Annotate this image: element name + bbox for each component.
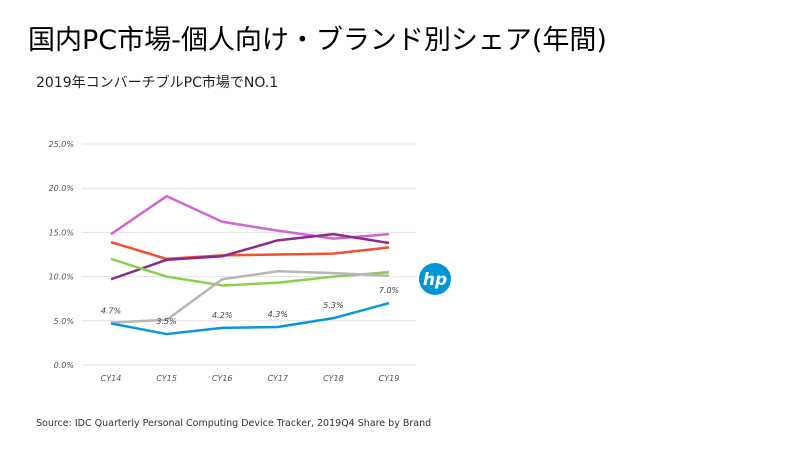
y-tick-label: 15.0% bbox=[49, 228, 74, 237]
data-label: 4.7% bbox=[101, 306, 121, 315]
data-label: 5.3% bbox=[323, 301, 343, 310]
source-note: Source: IDC Quarterly Personal Computing… bbox=[36, 418, 432, 429]
data-label: 7.0% bbox=[379, 286, 399, 295]
series-line-0 bbox=[110, 194, 390, 240]
x-tick-label: CY17 bbox=[267, 374, 289, 383]
y-tick-label: 20.0% bbox=[49, 184, 74, 193]
data-label: 4.2% bbox=[212, 311, 232, 320]
y-tick-label: 0.0% bbox=[54, 361, 74, 370]
y-tick-label: 10.0% bbox=[49, 273, 74, 282]
y-tick-label: 5.0% bbox=[54, 317, 74, 326]
hp-logo: hp bbox=[419, 263, 451, 295]
series-line-5 bbox=[110, 301, 390, 336]
y-tick-label: 25.0% bbox=[49, 140, 74, 149]
x-tick-label: CY19 bbox=[379, 374, 400, 383]
data-label: 3.5% bbox=[156, 317, 176, 326]
page-title: 国内PC市場-個人向け・ブランド別シェア(年間) bbox=[28, 25, 607, 56]
x-tick-label: CY18 bbox=[323, 374, 344, 383]
series-line-2 bbox=[110, 232, 390, 281]
series-line-3 bbox=[110, 257, 390, 287]
series-line-4 bbox=[110, 270, 390, 324]
x-tick-label: CY14 bbox=[101, 374, 122, 383]
svg-text:hp: hp bbox=[423, 270, 447, 290]
data-label: 4.3% bbox=[268, 310, 288, 319]
subtitle: 2019年コンバーチブルPC市場でNO.1 bbox=[36, 75, 279, 91]
series-line-1 bbox=[110, 240, 390, 261]
x-tick-label: CY16 bbox=[212, 374, 233, 383]
x-tick-label: CY15 bbox=[156, 374, 177, 383]
